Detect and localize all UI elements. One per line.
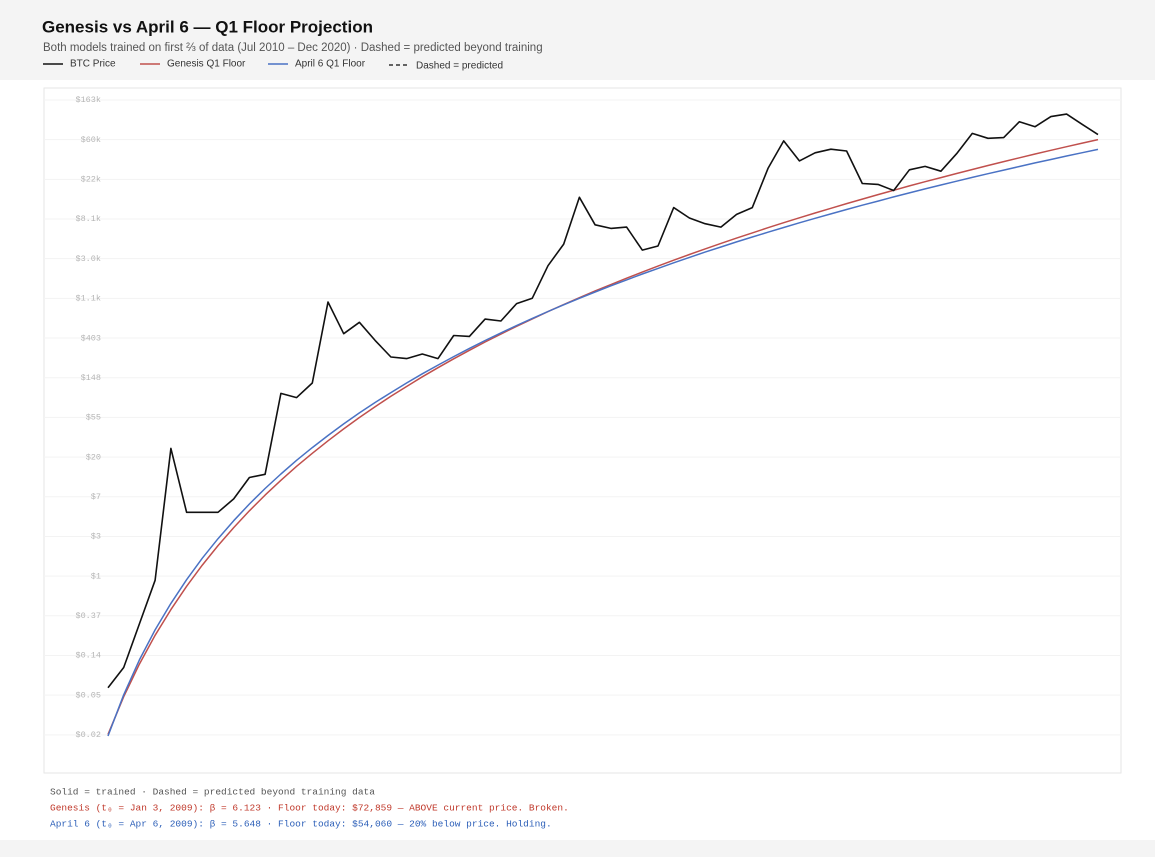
y-tick-label: $163k [75,95,101,105]
chart-title: Genesis vs April 6 — Q1 Floor Projection [42,17,373,36]
y-tick-label: $20 [86,452,101,462]
y-tick-label: $3.0k [75,254,101,264]
y-tick-label: $0.02 [75,730,101,740]
y-tick-label: $1.1k [75,294,101,304]
legend-label: Genesis Q1 Floor [167,59,246,70]
legend-label: BTC Price [70,59,116,70]
y-tick-label: $60k [81,135,101,145]
series-line [107,148,1099,737]
y-tick-label: $7 [91,492,101,502]
footnote: April 6 (t₀ = Apr 6, 2009): β = 5.648 · … [50,819,552,830]
series-line [107,138,1099,735]
plot-area [43,87,1122,774]
y-tick-label: $3 [91,532,101,542]
y-tick-label: $8.1k [75,214,101,224]
footnote: Genesis (t₀ = Jan 3, 2009): β = 6.123 · … [50,803,569,814]
chart-subtitle: Both models trained on first ⅔ of data (… [43,42,543,54]
y-tick-label: $0.37 [75,611,101,621]
y-tick-label: $1 [91,571,101,581]
legend-label: Dashed = predicted [416,61,503,72]
series-line [107,113,1099,689]
footnote: Solid = trained · Dashed = predicted bey… [50,787,375,798]
y-tick-label: $55 [86,413,101,423]
y-tick-label: $148 [81,373,101,383]
y-tick-label: $403 [81,333,101,343]
legend-label: April 6 Q1 Floor [295,59,366,70]
y-tick-label: $0.05 [75,690,101,700]
y-tick-label: $22k [81,175,101,185]
y-tick-label: $0.14 [75,651,101,661]
